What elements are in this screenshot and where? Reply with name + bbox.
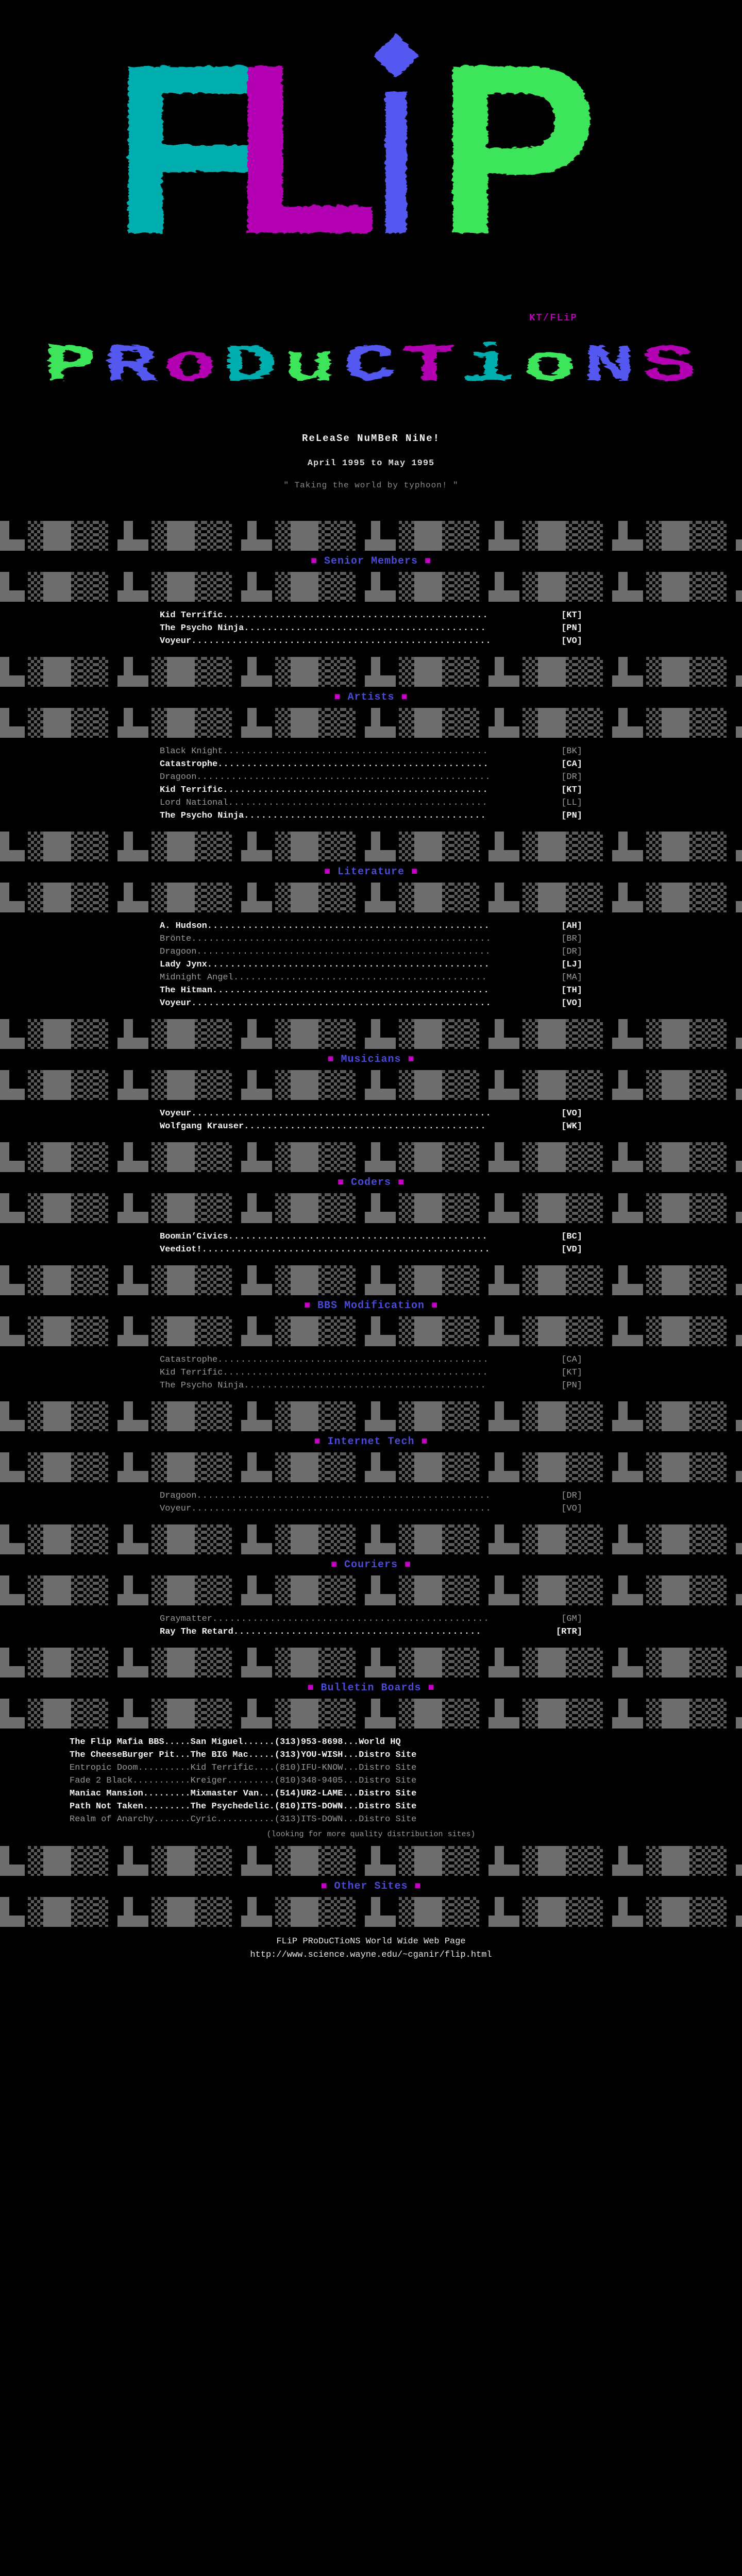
svg-text:L: L (230, 13, 378, 283)
svg-text:P: P (435, 13, 597, 283)
